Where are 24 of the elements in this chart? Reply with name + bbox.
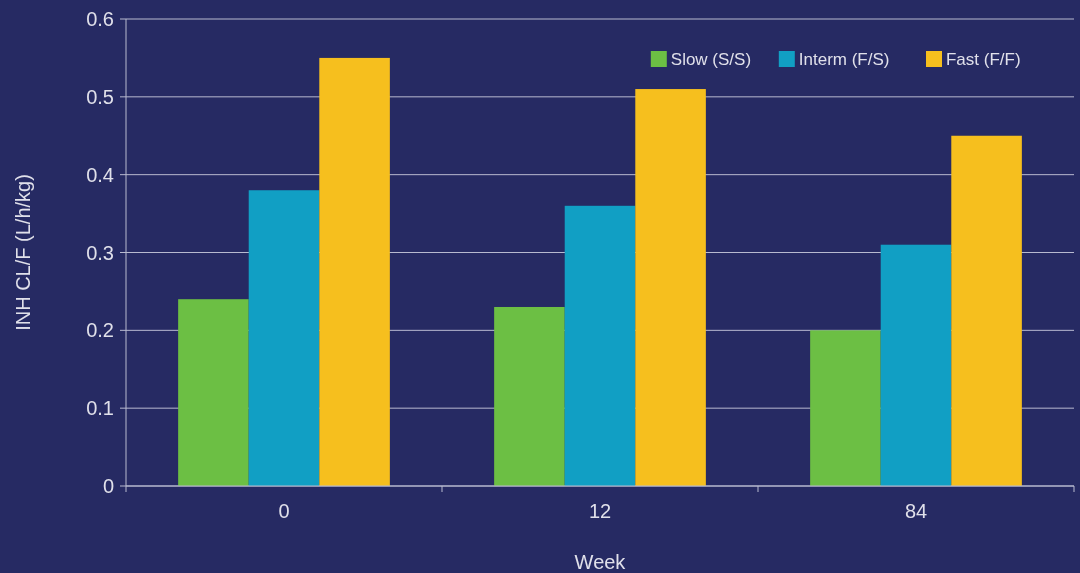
bar [178, 299, 249, 486]
bar [319, 57, 390, 486]
legend-label: Slow (S/S) [670, 49, 752, 69]
y-tick-label: 0.5 [86, 85, 114, 108]
x-tick-label: 84 [904, 500, 928, 522]
y-tick-label: 0.1 [86, 397, 114, 420]
y-tick-label: 0 [102, 475, 114, 497]
bar [810, 330, 881, 486]
x-tick-label: 12 [588, 500, 612, 522]
y-tick-label: 0.2 [86, 319, 114, 342]
y-tick-label: 0.4 [86, 163, 114, 186]
x-axis-title: Week [574, 551, 627, 573]
bar [248, 190, 320, 486]
bar [951, 135, 1022, 486]
y-tick-label: 0.6 [86, 8, 114, 30]
legend-label: Fast (F/F) [946, 49, 1021, 69]
y-tick-label: 0.3 [86, 241, 114, 264]
y-axis-title: INH CL/F (L/h/kg) [12, 174, 34, 331]
bar [880, 244, 952, 486]
legend-label: Interm (F/S) [798, 49, 890, 69]
bar [494, 306, 565, 486]
bar [564, 205, 636, 486]
bar [635, 89, 706, 486]
x-tick-label: 0 [278, 500, 290, 522]
